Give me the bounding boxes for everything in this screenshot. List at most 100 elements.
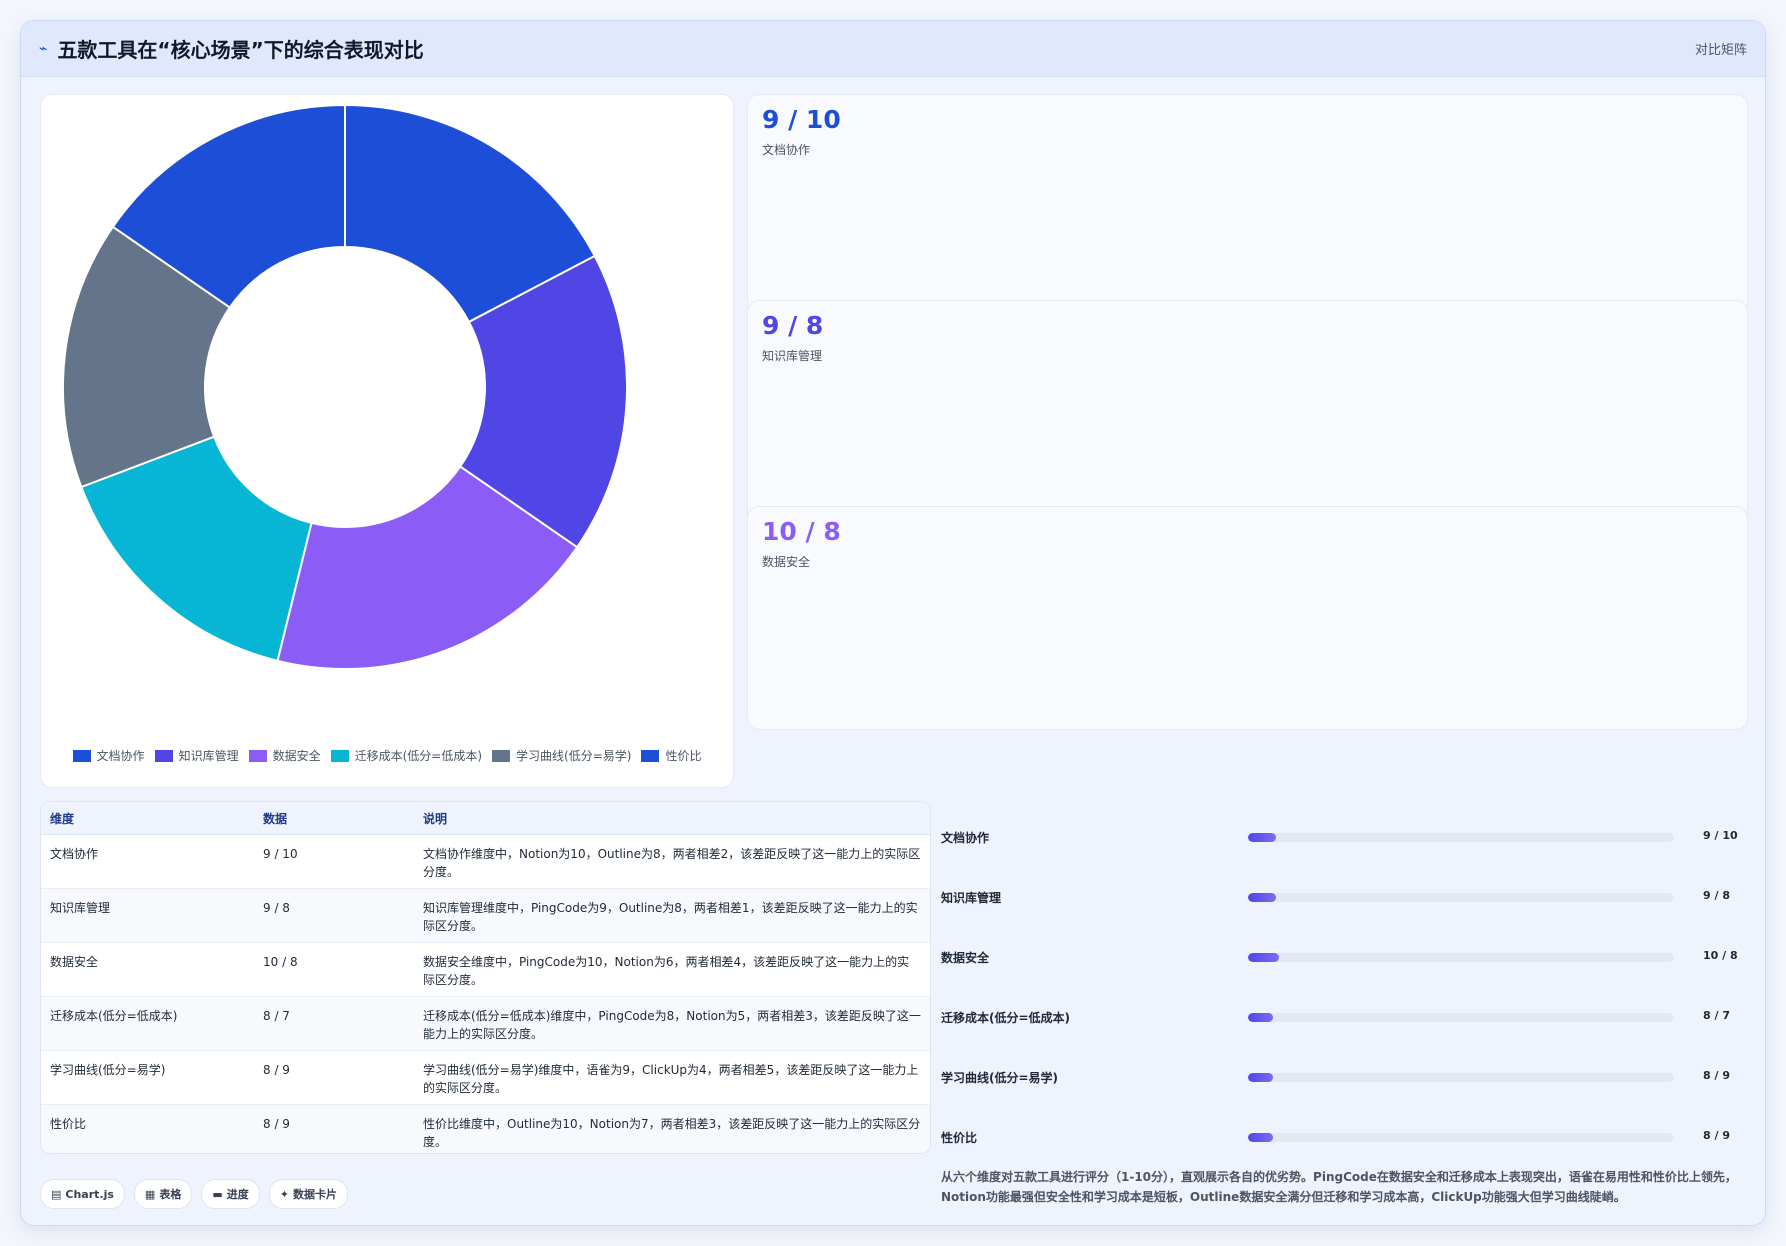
chip-label: 数据卡片 bbox=[292, 1188, 337, 1201]
progress-track bbox=[1248, 953, 1674, 962]
progress-value: 9 / 10 bbox=[1703, 829, 1738, 842]
description-cell: 性价比维度中，Outline为10，Notion为7，两者相差3，该差距反映了这… bbox=[414, 1104, 930, 1153]
table-row: 迁移成本(低分=低成本) 8 / 7 迁移成本(低分=低成本)维度中，PingCod… bbox=[41, 996, 930, 1051]
progress-track bbox=[1248, 893, 1674, 902]
legend-item[interactable]: 性价比 bbox=[641, 747, 701, 764]
donut-slice[interactable] bbox=[111, 103, 346, 309]
legend-label: 性价比 bbox=[665, 749, 702, 763]
progress-fill bbox=[1248, 893, 1276, 902]
chip-icon: ▤ bbox=[51, 1187, 62, 1201]
description-cell: 学习曲线(低分=易学)维度中，语雀为9，ClickUp为4，两者相差5，该差距反… bbox=[414, 1050, 930, 1105]
donut-slice[interactable] bbox=[80, 435, 313, 663]
progress-row: 迁移成本(低分=低成本) 8 / 7 bbox=[941, 1001, 1751, 1061]
chip-icon: ▦ bbox=[144, 1187, 156, 1201]
legend-item[interactable]: 数据安全 bbox=[248, 747, 321, 764]
legend-swatch bbox=[641, 749, 660, 762]
stat-value: 9 / 10 bbox=[762, 105, 841, 134]
dimension-cell: 知识库管理 bbox=[41, 888, 254, 943]
dimension-cell: 数据安全 bbox=[41, 942, 254, 997]
data-cell: 10 / 8 bbox=[254, 942, 414, 997]
comparison-panel: ⌁ 五款工具在“核心场景”下的综合表现对比 对比矩阵 文档协作 知识库管理 数据安全… bbox=[20, 20, 1766, 1226]
progress-row: 性价比 8 / 9 bbox=[941, 1121, 1751, 1181]
progress-row: 知识库管理 9 / 8 bbox=[941, 881, 1751, 941]
legend-swatch bbox=[330, 749, 349, 762]
progress-fill bbox=[1248, 1073, 1273, 1082]
progress-label: 知识库管理 bbox=[941, 891, 1002, 905]
data-cell: 8 / 9 bbox=[254, 1104, 414, 1153]
progress-label: 迁移成本(低分=低成本) bbox=[941, 1011, 1071, 1025]
progress-list: 文档协作 9 / 10 知识库管理 9 / 8 数据安全 10 / 8 迁移成本(低分=低成… bbox=[941, 821, 1751, 1181]
progress-value: 9 / 8 bbox=[1703, 889, 1730, 902]
legend-label: 知识库管理 bbox=[178, 749, 239, 763]
stat-card: 9 / 10 文档协作 bbox=[747, 94, 1748, 318]
stat-label: 知识库管理 bbox=[762, 349, 823, 363]
dimension-cell: 学习曲线(低分=易学) bbox=[41, 1050, 254, 1105]
progress-track bbox=[1248, 1133, 1674, 1142]
stat-card: 9 / 8 知识库管理 bbox=[747, 300, 1748, 524]
tag-chip[interactable]: ▦ 表格 bbox=[133, 1179, 193, 1209]
table-row: 数据安全 10 / 8 数据安全维度中，PingCode为10，Notion为6，两… bbox=[41, 942, 930, 997]
description-cell: 迁移成本(低分=低成本)维度中，PingCode为8，Notion为5，两者相差… bbox=[414, 996, 930, 1051]
table-row: 性价比 8 / 9 性价比维度中，Outline为10，Notion为7，两者相差3… bbox=[41, 1104, 930, 1153]
tag-chip[interactable]: ▤ Chart.js bbox=[40, 1179, 125, 1209]
legend-label: 学习曲线(低分=易学) bbox=[516, 749, 632, 763]
donut-chart-card: 文档协作 知识库管理 数据安全 迁移成本(低分=低成本) 学习曲线(低分=易学) 性价比 bbox=[40, 94, 734, 788]
legend-item[interactable]: 迁移成本(低分=低成本) bbox=[330, 747, 482, 764]
table-row: 文档协作 9 / 10 文档协作维度中，Notion为10，Outline为8，两者… bbox=[41, 834, 930, 889]
column-header-description: 说明 bbox=[414, 802, 930, 835]
donut-slice[interactable] bbox=[62, 225, 232, 489]
progress-value: 8 / 9 bbox=[1703, 1069, 1730, 1082]
legend-label: 文档协作 bbox=[96, 749, 145, 763]
legend-item[interactable]: 知识库管理 bbox=[154, 747, 239, 764]
stat-label: 数据安全 bbox=[762, 555, 811, 569]
summary-text: 从六个维度对五款工具进行评分（1-10分），直观展示各自的优劣势。PingCod… bbox=[941, 1170, 1737, 1204]
chip-label: 表格 bbox=[159, 1188, 182, 1201]
donut-slice[interactable] bbox=[458, 254, 628, 549]
stat-value: 10 / 8 bbox=[762, 517, 841, 546]
column-header-dimension: 维度 bbox=[41, 802, 254, 835]
tag-chip[interactable]: ✦ 数据卡片 bbox=[268, 1179, 348, 1209]
legend-item[interactable]: 文档协作 bbox=[72, 747, 145, 764]
donut-slice[interactable] bbox=[344, 103, 597, 324]
stat-card: 10 / 8 数据安全 bbox=[747, 506, 1748, 730]
chip-icon: ✦ bbox=[279, 1187, 289, 1201]
progress-label: 文档协作 bbox=[941, 831, 990, 845]
progress-fill bbox=[1248, 1013, 1273, 1022]
chart-legend: 文档协作 知识库管理 数据安全 迁移成本(低分=低成本) 学习曲线(低分=易学) 性价比 bbox=[41, 747, 733, 764]
comparison-matrix-label: 对比矩阵 bbox=[1694, 43, 1747, 58]
data-table: 维度 数据 说明 文档协作 9 / 10 文档协作维度中，Notion为10，Out… bbox=[40, 801, 931, 1154]
legend-swatch bbox=[72, 749, 91, 762]
chip-label: Chart.js bbox=[65, 1187, 114, 1201]
progress-row: 学习曲线(低分=易学) 8 / 9 bbox=[941, 1061, 1751, 1121]
legend-swatch bbox=[492, 749, 511, 762]
title-wrap: ⌁ 五款工具在“核心场景”下的综合表现对比 bbox=[39, 34, 424, 63]
progress-row: 文档协作 9 / 10 bbox=[941, 821, 1751, 881]
progress-value: 8 / 9 bbox=[1703, 1129, 1730, 1142]
legend-item[interactable]: 学习曲线(低分=易学) bbox=[492, 747, 631, 764]
progress-label: 性价比 bbox=[941, 1131, 978, 1145]
dimension-cell: 性价比 bbox=[41, 1104, 254, 1153]
data-cell: 8 / 7 bbox=[254, 996, 414, 1051]
legend-swatch bbox=[154, 749, 173, 762]
donut-slice[interactable] bbox=[276, 465, 579, 670]
legend-label: 数据安全 bbox=[272, 749, 321, 763]
dimension-cell: 迁移成本(低分=低成本) bbox=[41, 996, 254, 1051]
progress-track bbox=[1248, 833, 1674, 842]
panel-header: ⌁ 五款工具在“核心场景”下的综合表现对比 对比矩阵 bbox=[21, 21, 1765, 77]
column-header-data: 数据 bbox=[254, 802, 414, 835]
chip-icon: ▬ bbox=[212, 1187, 223, 1201]
description-cell: 文档协作维度中，Notion为10，Outline为8，两者相差2，该差距反映了… bbox=[414, 834, 930, 889]
progress-value: 10 / 8 bbox=[1703, 949, 1738, 962]
page-title: 五款工具在“核心场景”下的综合表现对比 bbox=[57, 38, 424, 62]
table-header-row: 维度 数据 说明 bbox=[41, 802, 930, 835]
progress-label: 数据安全 bbox=[941, 951, 990, 965]
progress-value: 8 / 7 bbox=[1703, 1009, 1730, 1022]
progress-label: 学习曲线(低分=易学) bbox=[941, 1071, 1059, 1085]
table-row: 知识库管理 9 / 8 知识库管理维度中，PingCode为9，Outline为8，… bbox=[41, 888, 930, 943]
data-cell: 9 / 8 bbox=[254, 888, 414, 943]
tag-chips: ▤ Chart.js ▦ 表格 ▬ 进度 ✦ 数据卡片 bbox=[40, 1179, 348, 1209]
description-cell: 数据安全维度中，PingCode为10，Notion为6，两者相差4，该差距反映… bbox=[414, 942, 930, 997]
progress-track bbox=[1248, 1073, 1674, 1082]
tag-chip[interactable]: ▬ 进度 bbox=[201, 1179, 260, 1209]
stat-value: 9 / 8 bbox=[762, 311, 824, 340]
